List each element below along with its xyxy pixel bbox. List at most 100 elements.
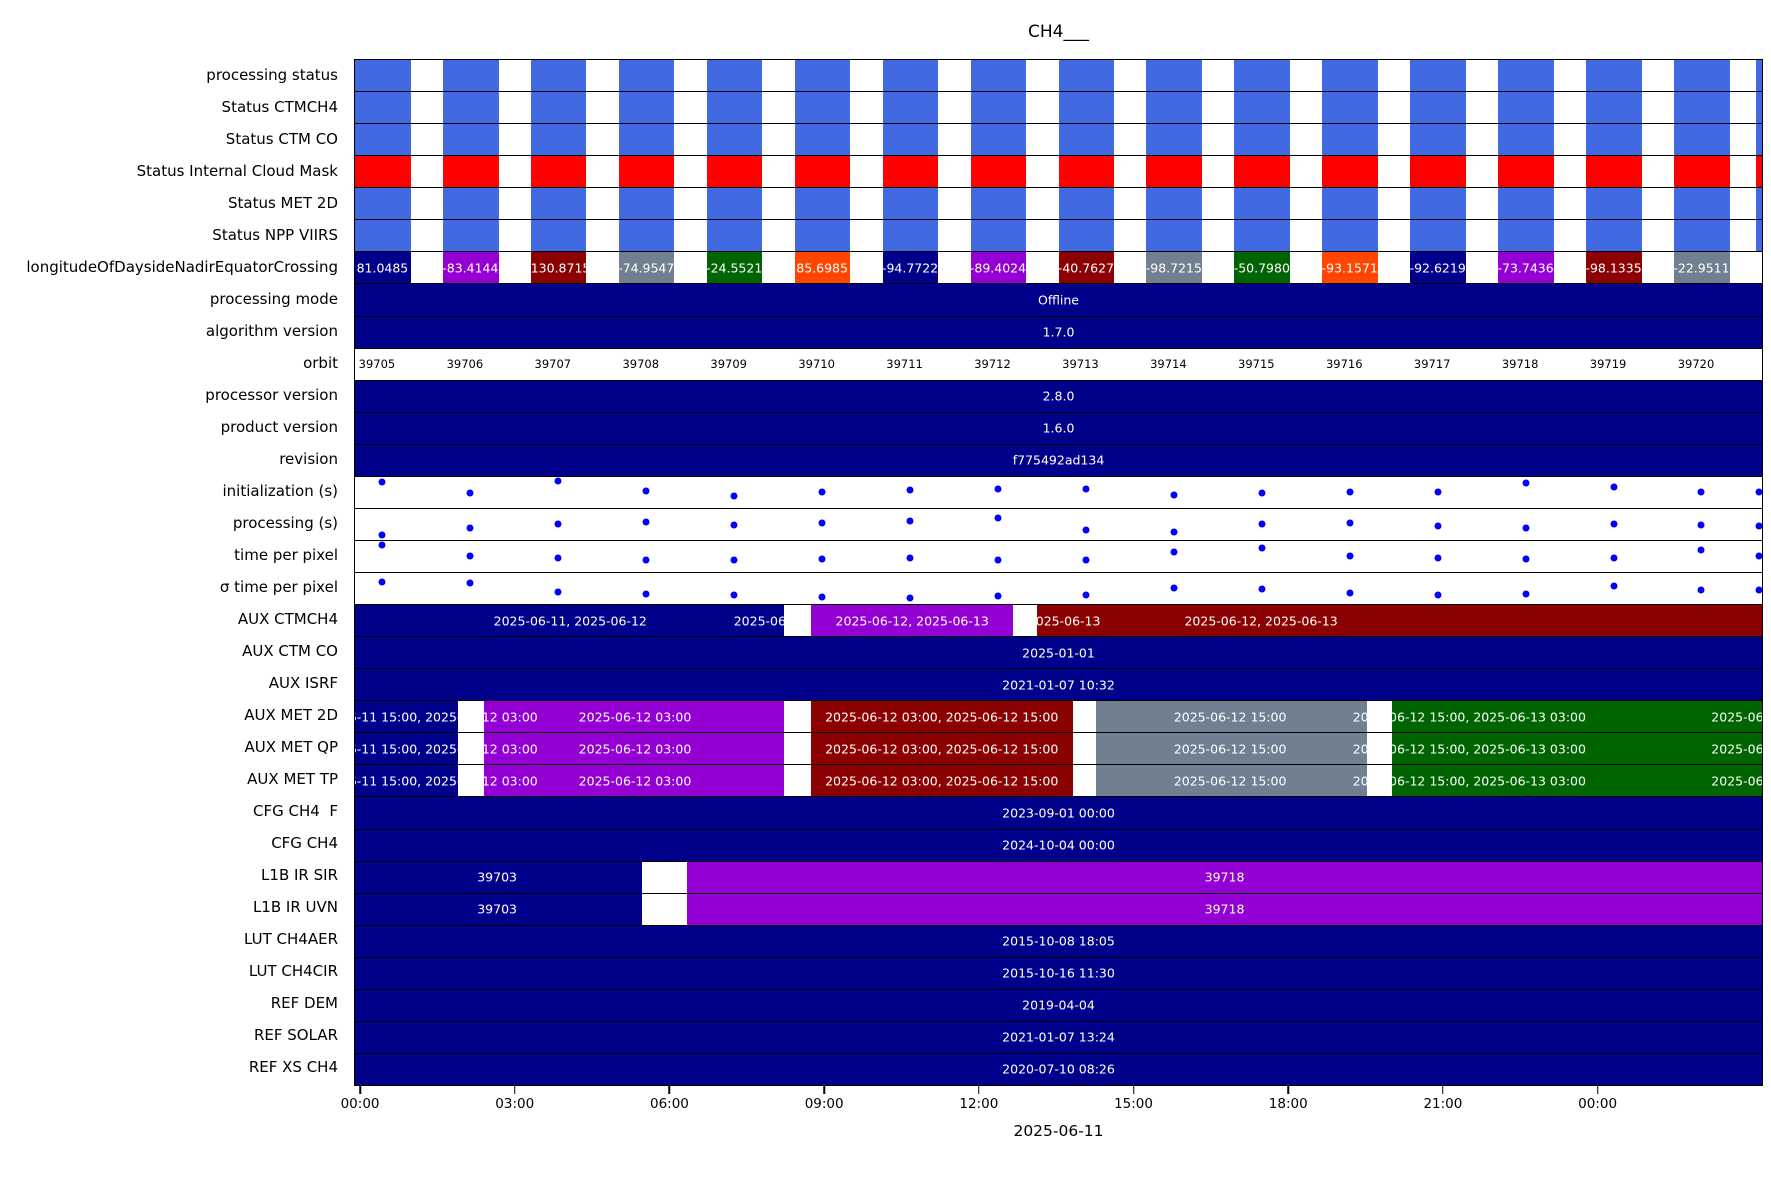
aux-segment [687, 861, 1762, 893]
row-cfg-ch4-f: 2023-09-01 00:00 [355, 797, 1762, 830]
granule-block [882, 92, 939, 124]
row-value: 2024-10-04 00:00 [1002, 837, 1115, 853]
scatter-dot [1522, 555, 1530, 563]
segment-label: 2025-06-12 15:00 [1173, 741, 1287, 757]
x-tick-mark [1287, 1086, 1289, 1094]
scatter-dot [1610, 582, 1618, 590]
aux-segment [687, 893, 1762, 925]
orbit-number: 39715 [1238, 357, 1275, 372]
granule-block-partial [1756, 124, 1762, 156]
scatter-dot [1755, 586, 1762, 594]
row-label-status-met-2d: Status MET 2D [227, 194, 338, 212]
granule-block [1674, 60, 1730, 92]
granule-block [355, 124, 411, 156]
granule-block [970, 156, 1027, 188]
granule-block [1498, 60, 1554, 92]
granule-block [1234, 92, 1290, 124]
longitude-value: -83.4144 [442, 260, 499, 276]
granule-block [1058, 124, 1115, 156]
segment-label: 2025-06-12 15:00 [1173, 773, 1287, 789]
scatter-dot [378, 578, 386, 586]
granule-block [1498, 124, 1554, 156]
granule-block-partial [1756, 60, 1762, 92]
row-label-algorithm-version: algorithm version [205, 322, 338, 340]
granule-block [794, 124, 851, 156]
scatter-dot [994, 485, 1002, 493]
granule-block [1586, 156, 1642, 188]
longitude-block [970, 252, 1027, 284]
scatter-dot [1346, 488, 1354, 496]
x-tick-label: 00:00 [1578, 1096, 1618, 1112]
longitude-block [618, 252, 675, 284]
granule-block [1410, 156, 1466, 188]
row-processing-mode: Offline [355, 284, 1762, 317]
granule-block [1674, 156, 1730, 188]
x-axis-date-label: 2025-06-11 [1013, 1122, 1104, 1140]
granule-block [1058, 92, 1115, 124]
row-aux-isrf: 2021-01-07 10:32 [355, 669, 1762, 702]
scatter-dot [554, 520, 562, 528]
granule-block [1234, 124, 1290, 156]
x-tick-label: 09:00 [804, 1096, 844, 1112]
granule-block [794, 188, 851, 220]
granule-block [530, 60, 587, 92]
segment-label: 2025-06-11 15:00, 2025-06-12 03:00 [355, 773, 538, 789]
row-label-status-npp-viirs: Status NPP VIIRS [212, 226, 338, 244]
plot-area: 81.0485 -83.4144 -130.8715 -74.9547 -24.5521… [354, 59, 1763, 1086]
row-label-aux-met-qp: AUX MET QP [244, 738, 339, 756]
granule-block [1146, 220, 1202, 252]
granule-block [970, 92, 1027, 124]
longitude-block [1586, 252, 1642, 284]
granule-block [1322, 92, 1378, 124]
row-ref-dem: 2019-04-04 [355, 989, 1762, 1022]
scatter-dot [1082, 591, 1090, 599]
orbit-number: 39705 [358, 357, 396, 372]
row-value: 1.6.0 [1042, 420, 1075, 436]
row-value: 2015-10-16 11:30 [1002, 965, 1115, 981]
granule-block [1498, 156, 1554, 188]
aux-segment [810, 701, 1073, 733]
segment-label: 39718 [1204, 869, 1245, 885]
scatter-dot [818, 593, 826, 601]
granule-block [1234, 60, 1290, 92]
longitude-block [1058, 252, 1115, 284]
scatter-dot [994, 592, 1002, 600]
granule-block [1146, 60, 1202, 92]
row-aux-met-qp: 2025-06-11 15:00, 2025-06-12 03:00 2025-0… [355, 733, 1762, 766]
x-tick-mark [668, 1086, 671, 1094]
orbit-number: 39707 [534, 357, 572, 372]
granule-block [706, 156, 763, 188]
segment-label: 2025-06-12 03:00, 2025-06-12 15:00 [825, 773, 1059, 789]
row-longitudeofdaysidenadirequatorcrossing: 81.0485 -83.4144 -130.8715 -74.9547 -24.5521… [355, 252, 1762, 285]
longitude-block [882, 252, 939, 284]
granule-block [1586, 60, 1642, 92]
row-value: 2023-09-01 00:00 [1002, 805, 1115, 821]
row-label-status-ctm-co: Status CTM CO [225, 130, 338, 148]
x-tick-mark [359, 1086, 361, 1094]
segment-label: 2025-06-11 15:00, 2025-06-12 03:00 [355, 709, 538, 725]
scatter-dot [554, 554, 562, 562]
longitude-value: 85.6985 [796, 260, 848, 276]
scatter-dot [1610, 554, 1618, 562]
granule-block-partial [1756, 156, 1762, 188]
granule-block [618, 60, 675, 92]
segment-label: 2025-06-13 [1027, 613, 1101, 629]
scatter-dot [1082, 526, 1090, 534]
segment-label: 39718 [1204, 901, 1245, 917]
scatter-dot [1170, 491, 1178, 499]
longitude-value: -93.1571 [1321, 260, 1378, 276]
scatter-dot [1697, 488, 1705, 496]
granule-block [530, 156, 587, 188]
row-lut-ch4aer: 2015-10-08 18:05 [355, 925, 1762, 958]
longitude-value: -89.4024 [969, 260, 1027, 276]
row-aux-ctm-co: 2025-01-01 [355, 637, 1762, 670]
scatter-dot [378, 478, 386, 486]
aux-segment [1037, 605, 1762, 637]
scatter-dot [1610, 483, 1618, 491]
granule-block-partial [1756, 220, 1762, 252]
granule-block [618, 124, 675, 156]
row-revision: f775492ad134 [355, 444, 1762, 477]
granule-block [1586, 220, 1642, 252]
x-tick-mark [1442, 1086, 1444, 1094]
granule-block [882, 60, 939, 92]
